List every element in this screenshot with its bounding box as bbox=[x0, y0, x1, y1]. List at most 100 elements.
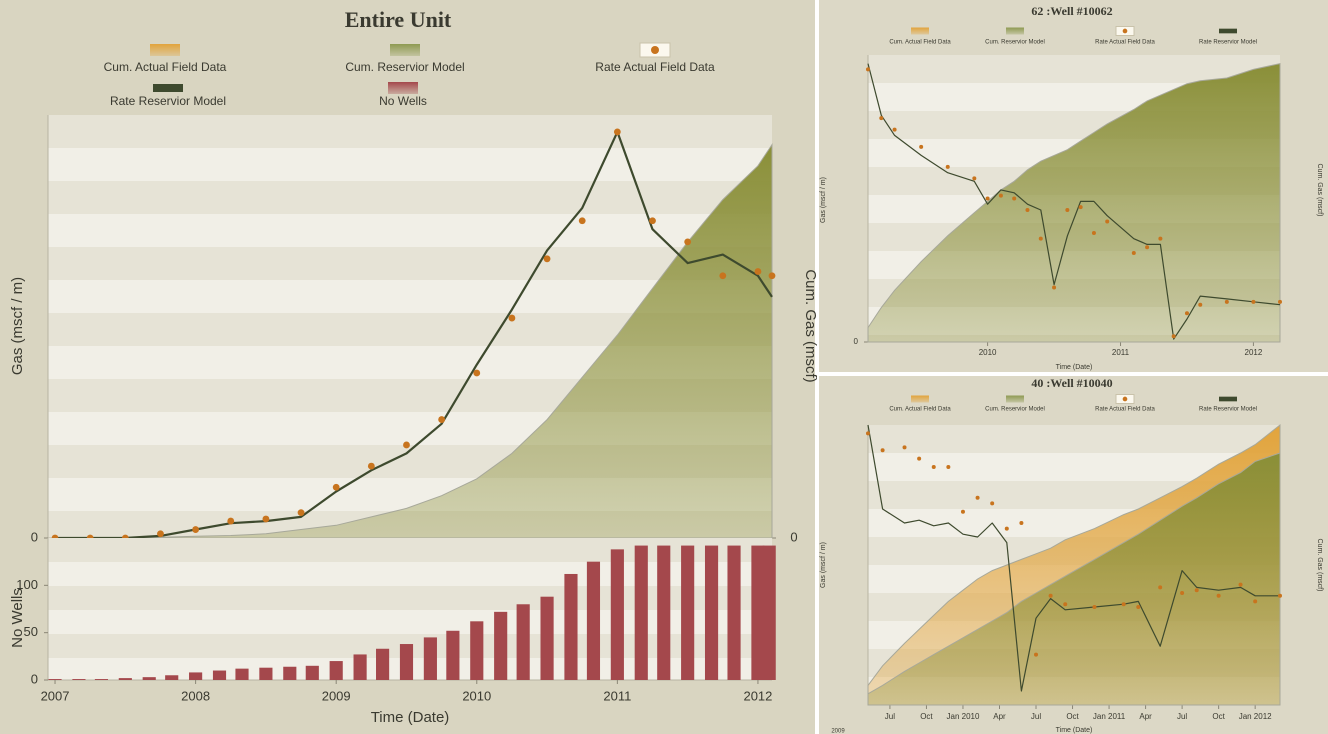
point bbox=[1278, 593, 1282, 598]
chart-title: Entire Unit bbox=[345, 7, 452, 32]
point bbox=[1048, 593, 1053, 598]
area bbox=[867, 62, 1281, 343]
point bbox=[508, 314, 516, 322]
x-tick-label: Jul bbox=[1031, 712, 1041, 721]
point bbox=[1121, 602, 1126, 607]
point bbox=[1025, 207, 1030, 212]
legend-label: Cum. Actual Field Data bbox=[889, 407, 951, 413]
point bbox=[866, 67, 870, 72]
legend-label: Cum. Actual Field Data bbox=[104, 60, 227, 74]
x-tick-label: 2008 bbox=[181, 688, 210, 703]
point bbox=[1052, 285, 1057, 290]
y-tick-label: 50 bbox=[24, 624, 38, 639]
line bbox=[867, 424, 1280, 692]
legend-swatch bbox=[911, 395, 929, 403]
y-axis-label: Gas (mscf / m) bbox=[820, 177, 827, 223]
plot-stripe bbox=[48, 586, 772, 610]
x-tick-label: Jul bbox=[1177, 712, 1187, 721]
point bbox=[754, 268, 762, 275]
point bbox=[438, 416, 446, 423]
point bbox=[1019, 521, 1024, 525]
legend-swatch bbox=[1122, 28, 1128, 34]
y-axis-label: Gas (mscf / m) bbox=[9, 277, 26, 375]
legend-swatch bbox=[388, 82, 418, 94]
point bbox=[990, 501, 995, 506]
point bbox=[227, 517, 235, 525]
point bbox=[1105, 219, 1110, 224]
x-tick-label: Jan 2011 bbox=[1093, 712, 1126, 721]
point bbox=[866, 431, 870, 436]
legend-label: Rate Actual Field Data bbox=[595, 60, 715, 74]
y-tick-label: 0 bbox=[31, 529, 38, 544]
point bbox=[975, 495, 980, 500]
legend-label: Rate Reservior Model bbox=[1199, 407, 1257, 413]
bar bbox=[564, 573, 578, 680]
x-tick-label: Jan 2012 bbox=[1239, 712, 1272, 721]
point bbox=[1253, 599, 1258, 604]
bar bbox=[470, 621, 484, 680]
bar bbox=[762, 545, 776, 680]
plot-stripe bbox=[48, 181, 772, 214]
bar bbox=[610, 549, 624, 680]
point bbox=[1251, 299, 1256, 304]
point bbox=[367, 462, 375, 470]
bar bbox=[634, 545, 648, 680]
point bbox=[1063, 602, 1068, 607]
plot-stripe bbox=[48, 610, 772, 634]
x-tick-label: 2011 bbox=[603, 688, 631, 703]
bar bbox=[516, 604, 530, 680]
point bbox=[1158, 585, 1163, 590]
legend-label: Rate Reservior Model bbox=[1199, 40, 1257, 46]
bar bbox=[142, 677, 156, 680]
x-tick-label: Apr bbox=[993, 712, 1006, 721]
point bbox=[880, 448, 885, 453]
point bbox=[1078, 205, 1083, 210]
plot-stripe bbox=[48, 562, 772, 586]
point bbox=[403, 441, 410, 449]
point bbox=[332, 483, 340, 491]
plot-stripe bbox=[48, 148, 772, 181]
x-tick-label: 2012 bbox=[743, 688, 772, 703]
x-tick-label: 2011 bbox=[1112, 348, 1130, 357]
x-axis-label: Time (Date) bbox=[371, 709, 450, 726]
legend-swatch bbox=[153, 84, 183, 92]
point bbox=[1171, 334, 1176, 339]
bar bbox=[399, 644, 414, 680]
point bbox=[473, 369, 481, 377]
point bbox=[879, 116, 884, 121]
area bbox=[55, 142, 773, 539]
legend-swatch bbox=[1122, 396, 1128, 402]
area bbox=[867, 452, 1281, 706]
legend-swatch bbox=[1219, 396, 1237, 402]
point bbox=[1224, 299, 1229, 304]
legend-swatch bbox=[1006, 27, 1024, 35]
chart-title: 62 :Well #10062 bbox=[1031, 4, 1112, 18]
plot-stripe bbox=[868, 425, 1280, 453]
bar bbox=[189, 672, 203, 680]
x-tick-label: 2010 bbox=[462, 688, 491, 703]
point bbox=[1180, 591, 1185, 595]
bar bbox=[540, 596, 554, 680]
point bbox=[719, 272, 727, 280]
plot-stripe bbox=[48, 247, 772, 280]
point bbox=[919, 144, 924, 149]
point bbox=[1216, 593, 1221, 598]
y-tick-label: 0 bbox=[31, 671, 38, 686]
plot-stripe bbox=[48, 214, 772, 247]
point bbox=[1034, 652, 1039, 657]
point bbox=[902, 445, 907, 450]
x-tick-label: 2010 bbox=[979, 348, 997, 357]
point bbox=[972, 176, 977, 181]
legend-swatch bbox=[1006, 395, 1024, 403]
bar bbox=[423, 637, 437, 680]
point bbox=[985, 196, 990, 201]
x-tick-label: Jul bbox=[885, 712, 895, 721]
bar bbox=[446, 630, 460, 680]
chart-title: 40 :Well #10040 bbox=[1031, 376, 1112, 390]
point bbox=[1038, 236, 1043, 241]
y-tick-label: 100 bbox=[16, 577, 38, 592]
x-axis-label: Time (Date) bbox=[1056, 727, 1093, 734]
y2-axis-label: Cum. Gas (mscf) bbox=[1316, 539, 1323, 592]
line bbox=[867, 63, 1281, 340]
